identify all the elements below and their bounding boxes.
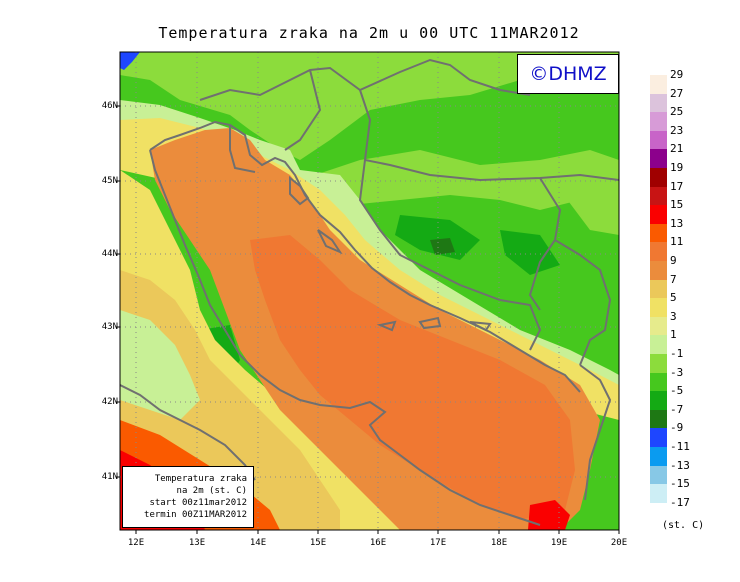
- colorbar-label: -13: [670, 458, 690, 472]
- colorbar-label: 25: [670, 105, 684, 119]
- colorbar-swatch: [650, 112, 667, 132]
- colorbar-swatch: [650, 409, 667, 429]
- colorbar-label: -11: [670, 440, 690, 453]
- colorbar-label: -3: [670, 365, 684, 379]
- colorbar-label: -17: [670, 495, 690, 509]
- lon-label-14e: 14E: [249, 538, 267, 548]
- colorbar-swatch: [650, 242, 667, 262]
- colorbar-label: 7: [670, 272, 677, 286]
- lon-label-13e: 13E: [188, 538, 206, 548]
- colorbar-label: 1: [670, 328, 677, 342]
- colorbar-swatch: [650, 279, 667, 299]
- colorbar-units: (st. C): [662, 520, 705, 531]
- inland-light-green-zone-2: [560, 180, 619, 235]
- colorbar-label: -15: [670, 477, 690, 491]
- graticule: [120, 52, 619, 530]
- colorbar-swatch: [650, 298, 667, 318]
- info-line-1: Temperatura zraka: [154, 474, 247, 484]
- colorbar-label: -1: [670, 347, 684, 360]
- lon-label-17e: 17E: [429, 538, 447, 548]
- colorbar-label: -9: [670, 421, 684, 435]
- borders: [199, 58, 619, 501]
- colorbar-label: 9: [670, 254, 677, 267]
- colorbar-swatch: [650, 316, 667, 336]
- colorbar-swatch: [650, 223, 667, 243]
- italy-light-zone: [120, 310, 200, 420]
- dark-green-patch-3: [430, 238, 455, 255]
- lon-label-12e: 12E: [127, 538, 145, 548]
- dark-green-patch-2: [500, 230, 560, 275]
- lat-label-41n: 41N: [101, 472, 118, 482]
- colorbar-swatch: [650, 447, 667, 467]
- colorbar-label: -5: [670, 384, 684, 398]
- colorbar-swatch: [650, 130, 667, 150]
- lat-label-43n: 43N: [101, 322, 118, 332]
- colorbar-swatch: [650, 149, 667, 169]
- map-frame: [119, 51, 620, 531]
- map-title: Temperatura zraka na 2m u 00 UTC 11MAR20…: [158, 24, 580, 42]
- colorbar-swatch: [650, 335, 667, 355]
- colorbar-swatch: [650, 428, 667, 448]
- lon-label-16e: 16E: [369, 538, 387, 548]
- colorbar-swatch: [650, 93, 667, 113]
- info-line-2: na 2m (st. C): [176, 486, 247, 496]
- lon-label-19e: 19E: [550, 538, 568, 548]
- colorbar-label: 13: [670, 216, 684, 230]
- info-line-3: start 00z11mar2012: [149, 498, 247, 508]
- info-line-4: termin 00Z11MAR2012: [144, 510, 247, 520]
- colorbar-label: 19: [670, 161, 684, 174]
- lon-label-20e: 20E: [610, 538, 628, 548]
- colorbar-label: 15: [670, 198, 684, 212]
- colorbar-swatch: [650, 261, 667, 281]
- lat-label-42n: 42N: [101, 397, 118, 407]
- lon-label-15e: 15E: [309, 538, 327, 548]
- colorbar-swatch: [650, 484, 667, 504]
- cold-spot: [120, 52, 140, 70]
- colorbar-label: 27: [670, 86, 684, 100]
- inland-light-green-zone: [300, 150, 619, 210]
- colorbar-label: 11: [670, 235, 684, 249]
- colorbar-swatch: [650, 372, 667, 392]
- colorbar-swatch: [650, 75, 667, 95]
- colorbar-label: 21: [670, 142, 684, 156]
- colorbar-swatch: [650, 186, 667, 206]
- colorbar-label: 23: [670, 123, 684, 137]
- lat-label-45n: 45N: [101, 176, 118, 186]
- dhmz-logo: ©DHMZ: [517, 54, 619, 94]
- colorbar-swatch: [650, 205, 667, 225]
- colorbar-label: 29: [670, 68, 684, 81]
- colorbar-swatch: [650, 391, 667, 411]
- axis-ticks: [116, 105, 620, 534]
- colorbar-label: 5: [670, 291, 677, 305]
- lat-label-44n: 44N: [101, 249, 118, 259]
- colorbar-swatch: [650, 354, 667, 374]
- colorbar-label: 3: [670, 309, 677, 323]
- lat-label-46n: 46N: [101, 101, 118, 111]
- colorbar-label: 17: [670, 179, 684, 193]
- lon-label-18e: 18E: [490, 538, 508, 548]
- colorbar-swatch: [650, 168, 667, 188]
- colorbar-swatch: [650, 465, 667, 485]
- info-box: Temperatura zraka na 2m (st. C) start 00…: [122, 466, 254, 528]
- adriatic-sea-core: [250, 235, 575, 520]
- colorbar-label: -7: [670, 402, 684, 416]
- land-light-green-band: [120, 52, 619, 160]
- coastlines: [120, 120, 581, 526]
